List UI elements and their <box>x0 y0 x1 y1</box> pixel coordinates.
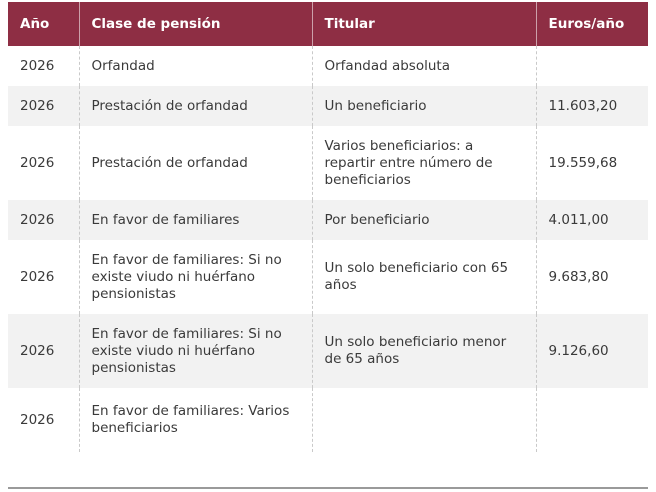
cell-amount: 9.683,80 <box>536 240 648 314</box>
cell-year: 2026 <box>8 314 80 388</box>
cell-amount: 19.559,68 <box>536 126 648 200</box>
table-row: 2026 Prestación de orfandad Varios benef… <box>8 126 648 200</box>
table-row: 2026 En favor de familiares: Varios bene… <box>8 388 648 452</box>
cell-pension-class: Orfandad <box>79 46 313 86</box>
bottom-divider <box>8 487 648 489</box>
header-year: Año <box>8 2 80 46</box>
cell-amount <box>536 46 648 86</box>
cell-amount <box>536 388 648 452</box>
header-holder: Titular <box>312 2 537 46</box>
cell-year: 2026 <box>8 240 80 314</box>
table-row: 2026 Orfandad Orfandad absoluta <box>8 46 648 86</box>
cell-holder: Un beneficiario <box>312 86 537 126</box>
cell-holder <box>312 388 537 452</box>
cell-pension-class: En favor de familiares: Si no existe viu… <box>79 240 313 314</box>
cell-year: 2026 <box>8 46 80 86</box>
header-amount: Euros/año <box>536 2 648 46</box>
header-row: Año Clase de pensión Titular Euros/año <box>8 2 648 46</box>
table-row: 2026 En favor de familiares: Si no exist… <box>8 314 648 388</box>
cell-holder: Por beneficiario <box>312 200 537 240</box>
cell-holder: Un solo beneficiario menor de 65 años <box>312 314 537 388</box>
cell-pension-class: Prestación de orfandad <box>79 126 313 200</box>
table-row: 2026 En favor de familiares Por benefici… <box>8 200 648 240</box>
cell-pension-class: En favor de familiares: Si no existe viu… <box>79 314 313 388</box>
cell-amount: 11.603,20 <box>536 86 648 126</box>
cell-holder: Orfandad absoluta <box>312 46 537 86</box>
cell-year: 2026 <box>8 200 80 240</box>
cell-pension-class: En favor de familiares <box>79 200 313 240</box>
cell-holder: Varios beneficiarios: a repartir entre n… <box>312 126 537 200</box>
table-header: Año Clase de pensión Titular Euros/año <box>8 2 648 46</box>
pension-table-container: Año Clase de pensión Titular Euros/año 2… <box>8 2 648 452</box>
cell-year: 2026 <box>8 388 80 452</box>
cell-pension-class: Prestación de orfandad <box>79 86 313 126</box>
cell-pension-class: En favor de familiares: Varios beneficia… <box>79 388 313 452</box>
cell-holder: Un solo beneficiario con 65 años <box>312 240 537 314</box>
cell-amount: 4.011,00 <box>536 200 648 240</box>
cell-year: 2026 <box>8 126 80 200</box>
cell-year: 2026 <box>8 86 80 126</box>
header-pension-class: Clase de pensión <box>79 2 313 46</box>
table-row: 2026 En favor de familiares: Si no exist… <box>8 240 648 314</box>
cell-amount: 9.126,60 <box>536 314 648 388</box>
table-body: 2026 Orfandad Orfandad absoluta 2026 Pre… <box>8 46 648 452</box>
table-row: 2026 Prestación de orfandad Un beneficia… <box>8 86 648 126</box>
pension-table: Año Clase de pensión Titular Euros/año 2… <box>8 2 648 452</box>
